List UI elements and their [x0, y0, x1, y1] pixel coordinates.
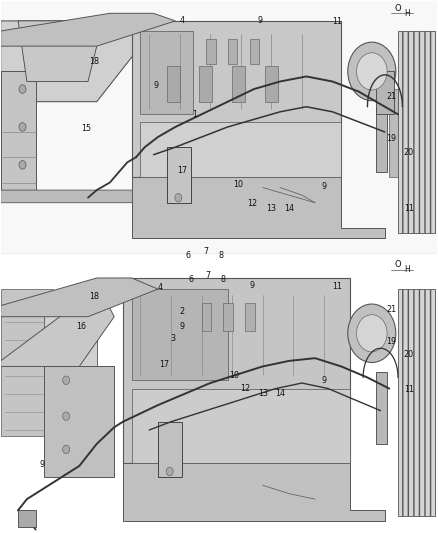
- Circle shape: [348, 304, 396, 362]
- Text: 20: 20: [404, 148, 414, 157]
- Text: 6: 6: [188, 275, 193, 284]
- Text: 20: 20: [404, 350, 414, 359]
- Text: 17: 17: [159, 360, 170, 369]
- Circle shape: [357, 53, 387, 90]
- Text: 12: 12: [240, 384, 250, 393]
- Text: H: H: [404, 9, 410, 18]
- Bar: [1, 289, 53, 435]
- Text: 13: 13: [258, 389, 268, 398]
- Text: 10: 10: [233, 180, 244, 189]
- Polygon shape: [18, 21, 97, 82]
- Bar: [228, 38, 237, 64]
- Text: 3: 3: [171, 334, 176, 343]
- Circle shape: [19, 160, 26, 169]
- Bar: [132, 389, 350, 463]
- Text: 14: 14: [275, 389, 285, 398]
- Text: 9: 9: [39, 460, 45, 469]
- Text: 18: 18: [89, 58, 99, 66]
- Text: 8: 8: [221, 274, 226, 284]
- Polygon shape: [1, 71, 35, 190]
- Circle shape: [19, 85, 26, 93]
- Bar: [141, 122, 341, 177]
- Text: 11: 11: [404, 385, 414, 394]
- Circle shape: [63, 412, 70, 421]
- Text: 9: 9: [321, 376, 326, 385]
- Polygon shape: [44, 367, 114, 477]
- Bar: [250, 38, 259, 64]
- Text: 17: 17: [177, 166, 187, 175]
- Text: 19: 19: [386, 337, 396, 346]
- Circle shape: [19, 123, 26, 131]
- Text: 9: 9: [249, 281, 254, 290]
- Bar: [398, 31, 435, 233]
- Text: 12: 12: [247, 199, 257, 208]
- Text: 11: 11: [332, 18, 342, 27]
- Bar: [376, 107, 387, 172]
- Text: 21: 21: [386, 304, 396, 313]
- Text: 9: 9: [179, 321, 184, 330]
- Text: 2: 2: [179, 307, 184, 316]
- Text: 18: 18: [89, 292, 99, 301]
- Text: 4: 4: [180, 17, 184, 26]
- Polygon shape: [1, 278, 158, 317]
- Bar: [141, 31, 193, 114]
- Circle shape: [166, 467, 173, 476]
- Text: 9: 9: [258, 17, 263, 26]
- Text: 9: 9: [153, 81, 158, 90]
- Bar: [245, 303, 255, 330]
- Circle shape: [348, 42, 396, 101]
- Text: 1: 1: [192, 110, 198, 119]
- Bar: [1, 1, 437, 253]
- Text: H: H: [404, 265, 410, 274]
- Bar: [201, 303, 211, 330]
- Polygon shape: [132, 21, 341, 177]
- Bar: [199, 66, 212, 102]
- Bar: [166, 66, 180, 102]
- Text: 15: 15: [81, 124, 91, 133]
- Text: 14: 14: [284, 204, 294, 213]
- Polygon shape: [132, 177, 385, 238]
- Circle shape: [357, 314, 387, 352]
- Bar: [232, 66, 245, 102]
- Bar: [376, 71, 394, 114]
- Bar: [265, 66, 278, 102]
- Polygon shape: [44, 297, 97, 367]
- Text: 7: 7: [203, 247, 208, 256]
- Text: 19: 19: [386, 134, 396, 143]
- Text: O: O: [395, 260, 401, 269]
- Text: 10: 10: [229, 371, 239, 380]
- Circle shape: [63, 376, 70, 384]
- Circle shape: [175, 193, 182, 202]
- Bar: [166, 147, 191, 203]
- Polygon shape: [123, 463, 385, 521]
- Polygon shape: [1, 190, 141, 203]
- Circle shape: [63, 445, 70, 454]
- Bar: [206, 38, 215, 64]
- Text: 11: 11: [332, 282, 342, 291]
- Polygon shape: [1, 21, 141, 102]
- Text: 9: 9: [321, 182, 326, 191]
- Bar: [18, 510, 35, 527]
- Text: 21: 21: [386, 92, 396, 101]
- Text: 16: 16: [77, 321, 86, 330]
- Bar: [389, 89, 398, 177]
- Polygon shape: [1, 13, 175, 46]
- Bar: [223, 303, 233, 330]
- Text: 7: 7: [205, 271, 211, 280]
- Text: 4: 4: [158, 283, 162, 292]
- Text: 8: 8: [219, 251, 224, 260]
- Text: 6: 6: [186, 251, 191, 260]
- Text: 11: 11: [404, 204, 414, 213]
- Text: 13: 13: [266, 204, 276, 213]
- Polygon shape: [123, 278, 350, 463]
- Polygon shape: [1, 289, 114, 367]
- Bar: [376, 372, 387, 444]
- Bar: [158, 422, 182, 477]
- Text: O: O: [395, 4, 401, 13]
- Bar: [398, 289, 435, 516]
- Bar: [132, 289, 228, 380]
